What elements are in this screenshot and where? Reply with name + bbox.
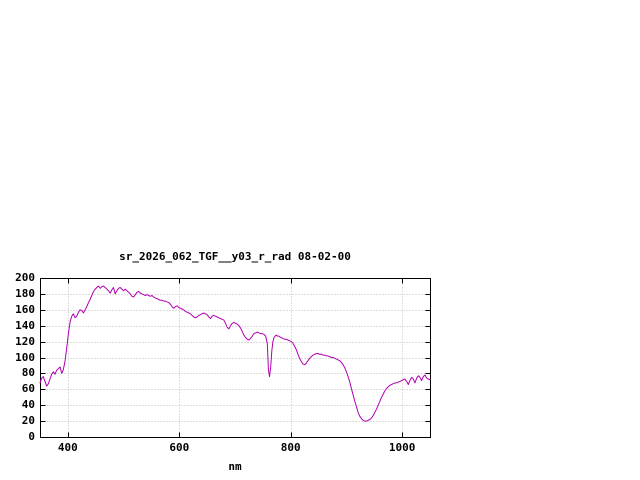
x-tick-label: 1000 <box>388 441 416 454</box>
x-tick-label: 400 <box>57 441 78 454</box>
y-tick-label: 100 <box>15 350 35 364</box>
x-axis-label: nm <box>228 460 242 473</box>
y-tick-label: 60 <box>21 382 35 396</box>
data-line <box>39 285 431 422</box>
y-tick-label: 200 <box>15 271 35 284</box>
y-tick-label: 20 <box>21 414 35 428</box>
chart-title: sr_2026_062_TGF__y03_r_rad 08-02-00 <box>119 250 351 263</box>
y-tick-label: 160 <box>15 302 35 316</box>
y-tick-label: 0 <box>28 430 35 443</box>
y-tick-label: 40 <box>21 398 35 412</box>
x-tick-label: 800 <box>280 441 301 454</box>
y-tick-label: 80 <box>21 366 35 380</box>
y-tick-label: 140 <box>15 318 35 332</box>
y-tick-label: 180 <box>15 286 35 300</box>
x-tick-label: 600 <box>169 441 190 454</box>
y-tick-label: 120 <box>15 334 35 348</box>
